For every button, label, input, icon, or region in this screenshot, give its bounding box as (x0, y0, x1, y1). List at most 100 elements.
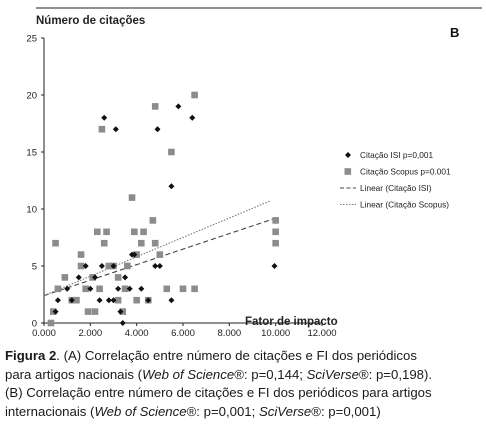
x-tick-label: 6.000 (171, 328, 195, 339)
scopus-point (52, 239, 59, 247)
scopus-point (93, 228, 101, 236)
scopus-point (272, 217, 279, 224)
trend-line (43, 200, 271, 297)
isi-point (154, 126, 161, 133)
scopus-point (140, 228, 147, 236)
panel-label: B (450, 25, 459, 40)
isi-point (115, 285, 122, 292)
isi-point (122, 274, 129, 281)
scopus-point (133, 296, 140, 304)
scopus-point (114, 274, 122, 281)
caption-text: . (A) Correlação entre número de citaçõe… (56, 348, 417, 363)
legend-label: Citação Scopus p=0.001 (360, 167, 451, 177)
isi-point (138, 285, 145, 292)
legend-label: Linear (Citação ISI) (360, 183, 432, 193)
x-axis-title: Fator de impacto (245, 316, 338, 328)
scopus-point (77, 251, 85, 258)
isi-point (54, 297, 61, 304)
isi-point (112, 126, 119, 133)
caption-text: (B) Correlação entre número de citações … (5, 385, 432, 401)
chart-legend: Citação ISI p=0,001 Citação Scopus p=0.00… (340, 150, 451, 210)
scopus-point (151, 103, 159, 110)
isi-point (101, 114, 108, 121)
scopus-point (96, 285, 103, 293)
isi-point (52, 308, 59, 315)
scopus-point (128, 194, 136, 201)
caption-text: ®: p=0,001) (311, 403, 381, 419)
trend-lines (43, 200, 276, 297)
isi-point (87, 285, 94, 292)
isi-point (152, 263, 159, 269)
caption-text: ®: p=0,198). (358, 366, 433, 382)
source-name: Web of Science (142, 366, 235, 382)
isi-point (156, 263, 163, 269)
x-tick-label: 0.000 (32, 328, 56, 339)
caption-text: internacionais ( (5, 403, 95, 419)
isi-point (168, 297, 175, 304)
scopus-point (77, 262, 85, 270)
source-name: SciVerse (258, 403, 312, 419)
isi-point (105, 297, 112, 304)
chart-axes: 0 5 10 15 20 25 0.000 2.000 4.000 6.000 8.000 10.00… (26, 34, 336, 340)
scopus-point (47, 319, 55, 327)
scopus-point (151, 239, 159, 247)
isi-point (75, 274, 82, 281)
isi-point (168, 183, 175, 190)
isi-point (82, 263, 89, 269)
scopus-point (84, 308, 92, 315)
isi-point (271, 263, 278, 269)
scopus-point (54, 285, 62, 293)
source-name: SciVerse (306, 366, 359, 382)
isi-point (68, 297, 75, 304)
caption-line-3: (B) Correlação entre número de citações … (5, 384, 483, 403)
x-tick-label: 12.000 (307, 328, 336, 339)
isi-point (110, 263, 117, 269)
x-tick-label: 8.000 (217, 328, 241, 339)
y-axis-title: Número de citações (36, 15, 145, 27)
scopus-point (91, 308, 99, 315)
scopus-point (98, 125, 106, 133)
caption-line-4: internacionais (Web of Science®: p=0,001… (5, 403, 483, 422)
figure-caption: Figura 2. (A) Correlação entre número de… (5, 347, 483, 421)
scopus-point (149, 217, 157, 224)
isi-point (119, 320, 126, 326)
y-tick-label: 0 (32, 319, 37, 330)
x-tick-label: 4.000 (125, 328, 149, 339)
caption-line-1: Figura 2. (A) Correlação entre número de… (5, 347, 483, 366)
isi-point (64, 285, 71, 292)
scopus-point (163, 285, 171, 293)
x-tick-label: 2.000 (78, 328, 102, 339)
scopus-point (131, 228, 138, 236)
scopus-point (82, 285, 89, 293)
isi-point (91, 274, 98, 281)
scopus-point (272, 239, 279, 247)
legend-marker-scopus (344, 168, 352, 175)
caption-text: ®: p=0,001; (186, 403, 259, 419)
isi-point (131, 251, 138, 258)
scopus-point (114, 296, 122, 304)
data-points (47, 91, 279, 327)
scopus-point (61, 274, 69, 281)
legend-marker-isi (345, 152, 351, 158)
y-tick-label: 15 (26, 148, 37, 159)
isi-point (96, 297, 103, 304)
scopus-point (179, 285, 187, 293)
source-name: Web of Science (94, 403, 187, 419)
legend-label: Linear (Citação Scopus) (360, 200, 449, 210)
y-tick-label: 10 (26, 205, 37, 216)
y-tick-label: 25 (26, 34, 37, 45)
isi-point (145, 297, 152, 304)
isi-point (175, 103, 182, 110)
scopus-point (100, 239, 108, 247)
isi-point (189, 114, 196, 121)
caption-text: ®: p=0,144; (234, 366, 307, 382)
y-tick-label: 5 (32, 262, 37, 273)
scopus-point (156, 251, 164, 258)
caption-line-2: para artigos nacionais (Web of Science®:… (5, 366, 483, 385)
scopus-point (168, 148, 175, 156)
isi-point (110, 297, 117, 304)
scatter-chart: Número de citações B Fator de impacto 0 5… (26, 7, 482, 340)
isi-point (98, 263, 105, 269)
figure-number: Figura 2 (5, 348, 57, 363)
caption-text: para artigos nacionais ( (5, 366, 143, 382)
